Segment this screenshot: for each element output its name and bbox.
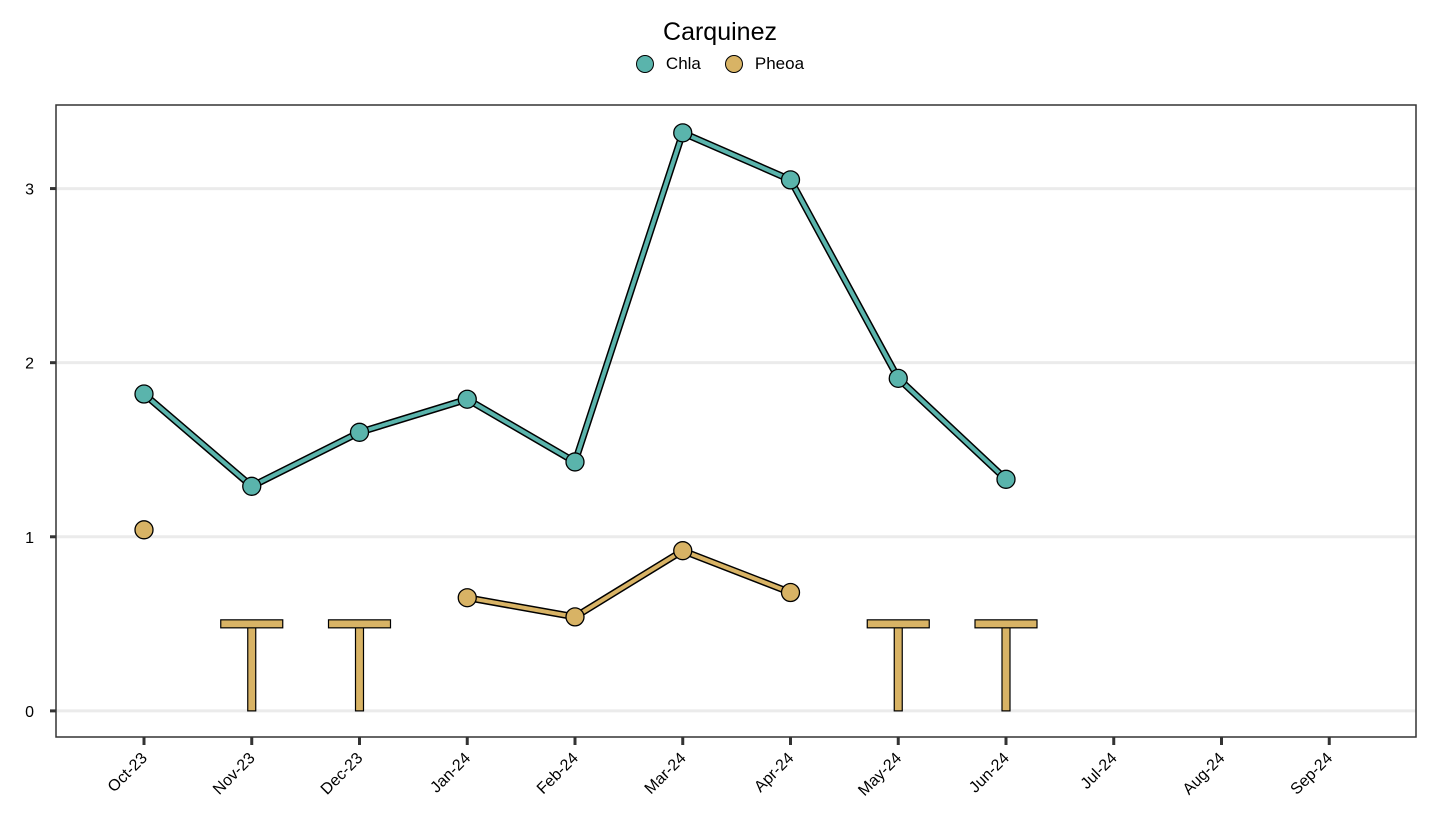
point-Chla-Apr-24	[780, 170, 801, 190]
x-tick-label-Jul-24: Jul-24	[1078, 750, 1121, 793]
panel-border	[55, 104, 1417, 738]
bdl-stem-May-24	[893, 623, 903, 712]
bdl-stem-Dec-23	[354, 623, 365, 712]
point-Chla-Jun-24	[996, 469, 1016, 489]
series-Chla-line-0	[142, 130, 1008, 489]
legend-item-pheoa: Pheoa	[724, 54, 805, 74]
bdl-stem-Jun-24	[1001, 623, 1011, 712]
x-tick-label-Jan-24: Jan-24	[427, 750, 474, 797]
point-Chla-May-24	[888, 368, 908, 388]
x-tick-label-Mar-24: Mar-24	[642, 750, 690, 798]
point-Pheoa-Oct-23	[134, 520, 154, 540]
point-Pheoa-Apr-24	[780, 582, 801, 603]
point-Chla-Dec-23	[349, 422, 370, 442]
point-Chla-Mar-24	[673, 123, 693, 143]
x-tick-label-Apr-24: Apr-24	[751, 750, 797, 796]
legend-label-chla: Chla	[665, 54, 701, 73]
legend-dot-pheoa	[724, 55, 743, 73]
bdl-stem-Nov-23	[247, 623, 257, 712]
y-tick-label-3: 3	[25, 182, 34, 199]
series-Pheoa-line-1	[465, 548, 793, 619]
legend-dot-chla	[635, 55, 654, 73]
y-tick-label-2: 2	[25, 356, 34, 373]
bdl-cap-Nov-23	[220, 619, 284, 629]
x-tick-label-Feb-24: Feb-24	[534, 750, 582, 798]
bdl-cap-May-24	[866, 619, 930, 629]
legend: Chla Pheoa	[0, 54, 1440, 74]
point-Pheoa-Jan-24	[457, 588, 477, 608]
x-tick-label-Oct-23: Oct-23	[105, 750, 151, 796]
y-tick-label-1: 1	[25, 530, 34, 547]
point-Chla-Feb-24	[565, 452, 585, 472]
x-tick-label-May-24: May-24	[855, 750, 905, 800]
x-tick-label-Sep-24: Sep-24	[1288, 750, 1337, 799]
point-Pheoa-Feb-24	[565, 607, 585, 627]
legend-item-chla: Chla	[635, 54, 701, 74]
point-Pheoa-Mar-24	[673, 541, 693, 561]
point-Chla-Jan-24	[457, 389, 477, 409]
legend-label-pheoa: Pheoa	[754, 54, 805, 73]
y-tick-label-0: 0	[25, 704, 34, 721]
chart-title: Carquinez	[663, 18, 777, 46]
point-Chla-Oct-23	[134, 384, 154, 404]
x-tick-label-Dec-23: Dec-23	[318, 750, 367, 799]
point-Chla-Nov-23	[242, 476, 262, 496]
x-tick-label-Aug-24: Aug-24	[1180, 750, 1229, 799]
bdl-cap-Jun-24	[974, 619, 1038, 629]
x-tick-label-Nov-23: Nov-23	[210, 750, 259, 799]
bdl-cap-Dec-23	[327, 619, 392, 629]
series-Chla-line-outline-0	[140, 129, 1010, 490]
x-tick-label-Jun-24: Jun-24	[966, 750, 1013, 797]
